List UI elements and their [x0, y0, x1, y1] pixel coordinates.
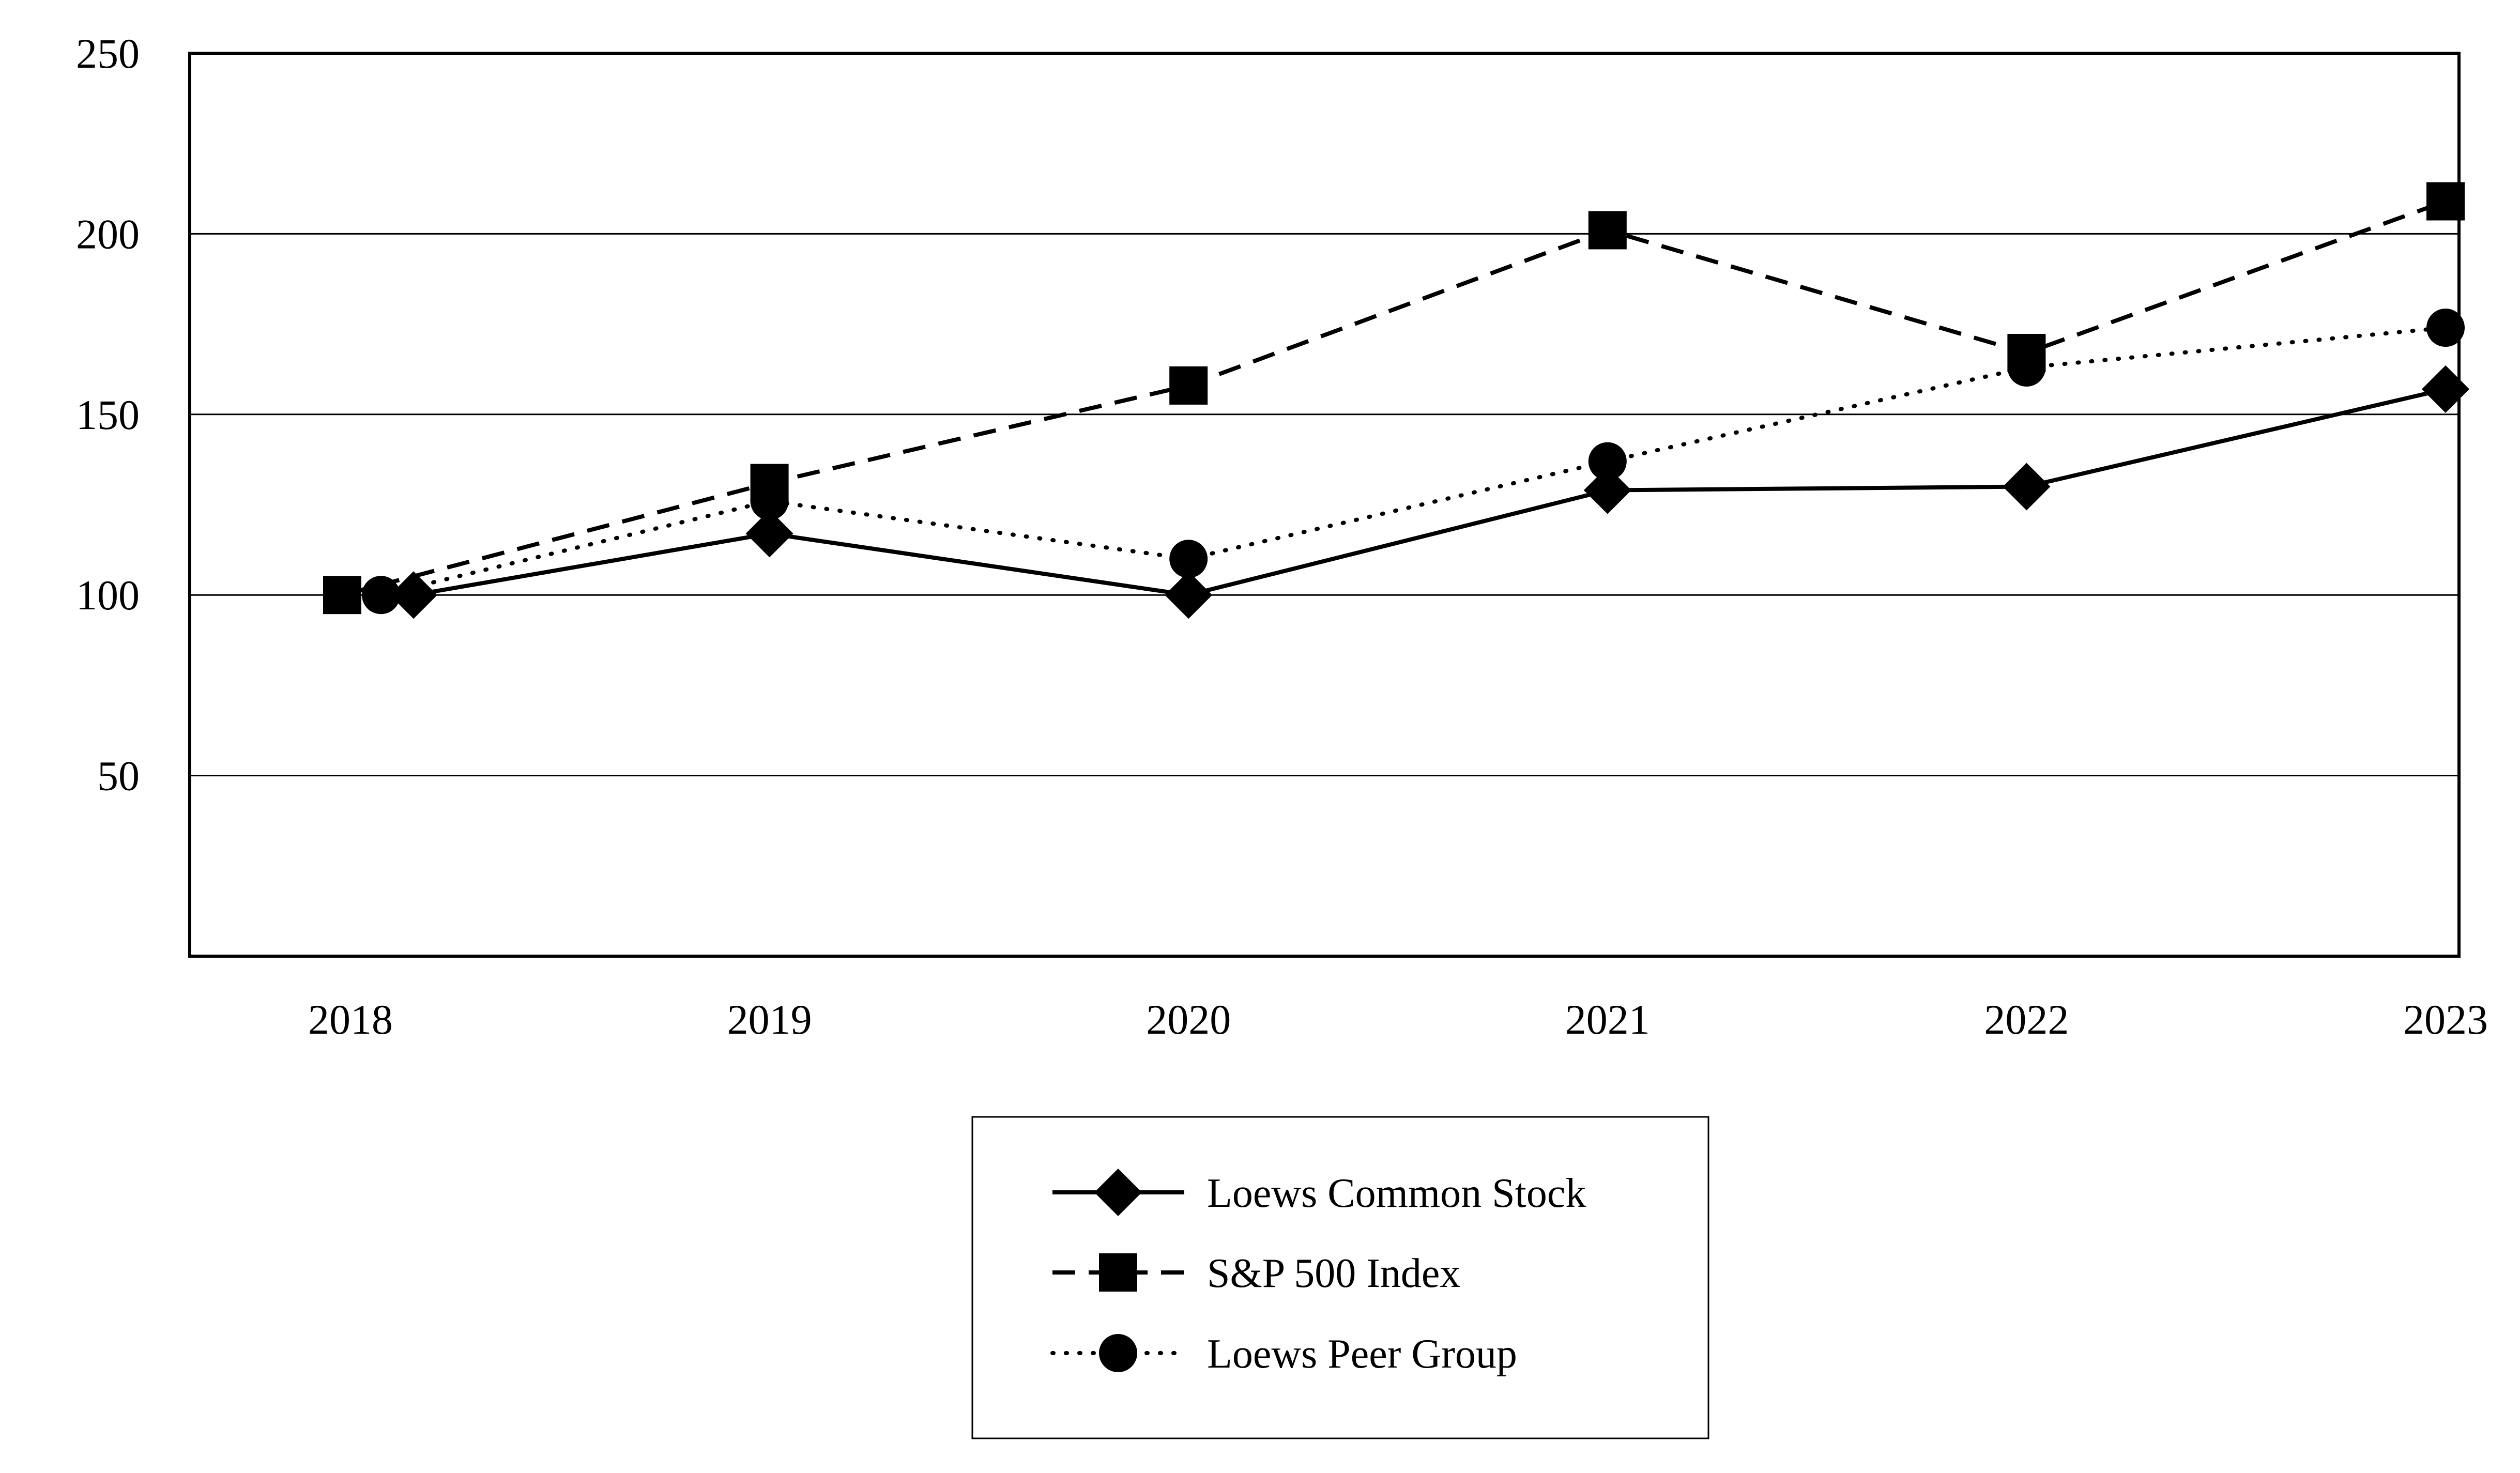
- legend-item-loews-peer-group: Loews Peer Group: [1050, 1331, 1517, 1377]
- legend-label-sp500-index: S&P 500 Index: [1207, 1251, 1460, 1296]
- x-tick-label-2023: 2023: [2403, 996, 2488, 1043]
- legend-box: [971, 1116, 1709, 1439]
- gridlines: [190, 52, 2459, 777]
- y-axis-labels: 50 100 150 200 250: [76, 30, 140, 800]
- diamond-marker-icon: [745, 510, 793, 558]
- circle-marker-icon: [2426, 309, 2465, 347]
- x-tick-label-2020: 2020: [1146, 996, 1231, 1043]
- plot-area-border: [188, 52, 2461, 958]
- x-axis-labels: 2018 2019 2020 2021 2022 2023: [308, 996, 2488, 1043]
- x-tick-label-2019: 2019: [727, 996, 812, 1043]
- circle-marker-icon: [750, 482, 789, 520]
- square-marker-icon: [1588, 211, 1627, 250]
- diamond-marker-icon: [390, 571, 437, 619]
- legend-item-loews-common-stock: Loews Common Stock: [1052, 1169, 1586, 1216]
- diamond-marker-icon: [1165, 571, 1213, 619]
- x-tick-label-2018: 2018: [308, 996, 393, 1043]
- circle-marker-icon: [2007, 348, 2046, 387]
- series-line-dotted: [379, 326, 2448, 597]
- y-tick-label-100: 100: [76, 572, 140, 619]
- diamond-marker-icon: [2422, 365, 2469, 413]
- x-tick-label-2021: 2021: [1565, 996, 1650, 1043]
- square-marker-icon: [1099, 1253, 1137, 1292]
- square-marker-icon: [2426, 182, 2465, 221]
- square-marker-icon: [1169, 366, 1208, 405]
- y-tick-label-50: 50: [97, 753, 140, 800]
- legend-label-loews-peer-group: Loews Peer Group: [1207, 1331, 1517, 1377]
- x-tick-label-2022: 2022: [1984, 996, 2069, 1043]
- legend-item-sp500-index: S&P 500 Index: [1052, 1251, 1460, 1296]
- circle-marker-icon: [1169, 540, 1208, 578]
- legend-label-loews-common-stock: Loews Common Stock: [1207, 1171, 1586, 1216]
- circle-marker-icon: [1588, 442, 1627, 481]
- diamond-marker-icon: [1583, 466, 1631, 514]
- y-tick-label-150: 150: [76, 391, 140, 438]
- circle-marker-icon: [1099, 1334, 1137, 1372]
- series-line-dashed: [341, 199, 2447, 597]
- y-tick-label-200: 200: [76, 210, 140, 257]
- square-marker-icon: [323, 576, 361, 615]
- series-line-solid: [413, 387, 2446, 597]
- diamond-marker-icon: [1094, 1169, 1142, 1216]
- series-lines: [323, 182, 2469, 619]
- circle-marker-icon: [362, 576, 400, 615]
- y-tick-label-250: 250: [76, 30, 140, 77]
- diamond-marker-icon: [2003, 463, 2051, 511]
- legend: Loews Common Stock S&P 500 Index Loews P…: [971, 1116, 1709, 1439]
